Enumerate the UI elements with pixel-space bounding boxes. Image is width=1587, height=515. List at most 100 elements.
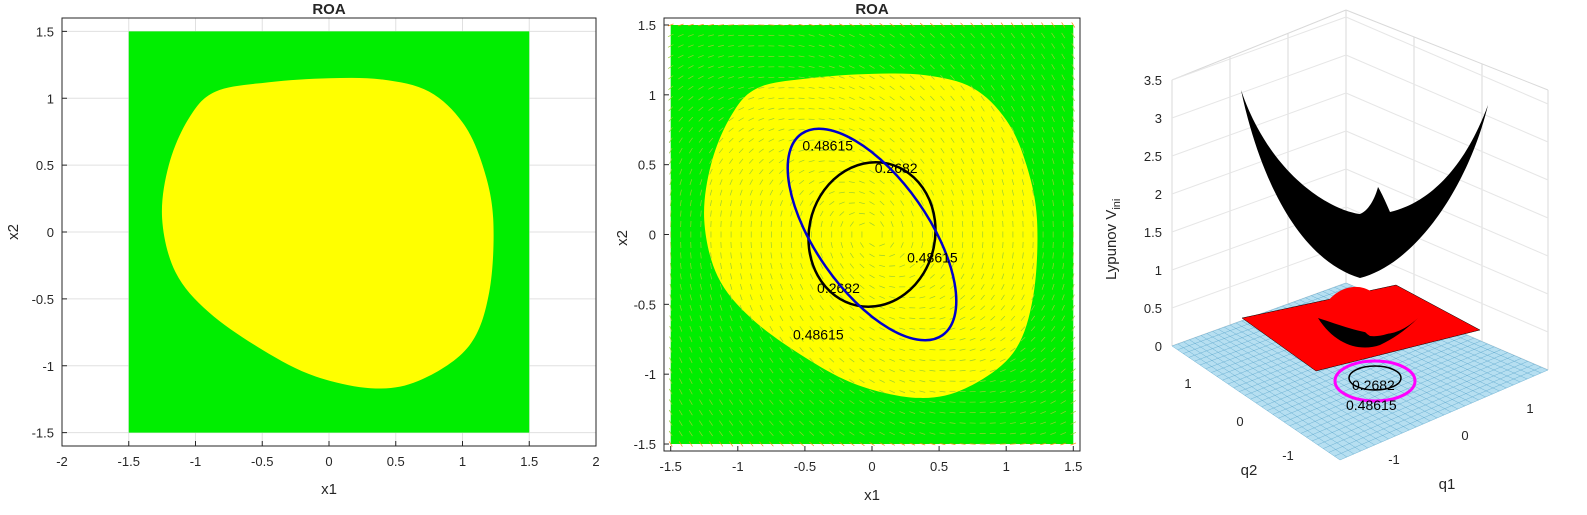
vector-arrow	[949, 432, 956, 435]
vector-arrow	[929, 432, 936, 435]
vector-arrow	[789, 357, 794, 363]
vector-arrow	[799, 378, 804, 384]
vector-arrow	[919, 54, 925, 59]
vector-arrow	[838, 75, 845, 79]
vector-arrow	[941, 210, 944, 217]
vector-arrow	[1060, 347, 1066, 353]
vector-arrow	[1031, 85, 1035, 91]
vector-arrow	[818, 44, 825, 48]
vector-arrow	[1042, 262, 1045, 269]
vector-arrow	[859, 337, 865, 342]
vector-arrow	[869, 379, 875, 384]
x-tick-label: -1.5	[660, 459, 682, 474]
vector-arrow	[1041, 53, 1045, 60]
vector-arrow	[758, 76, 765, 79]
vector-arrow	[750, 262, 753, 269]
vector-arrow	[709, 189, 713, 196]
vector-arrow	[698, 137, 704, 143]
vector-arrow	[1042, 210, 1044, 217]
vector-arrow	[669, 325, 673, 332]
vector-arrow	[859, 410, 865, 415]
vector-arrow	[708, 55, 714, 58]
vector-arrow	[1071, 43, 1076, 49]
vector-arrow	[689, 304, 693, 311]
vector-arrow	[1021, 294, 1025, 301]
vector-arrow	[748, 117, 755, 121]
vector-arrow	[830, 252, 834, 259]
vector-arrow	[1000, 85, 1005, 91]
vector-arrow	[930, 189, 934, 196]
vector-arrow	[758, 97, 765, 100]
y-tick-label: -1.5	[634, 437, 656, 452]
vector-arrow	[719, 304, 723, 311]
vector-arrow	[800, 273, 804, 280]
vector-arrow	[859, 431, 865, 436]
vector-arrow	[778, 128, 785, 131]
vector-arrow	[1011, 126, 1015, 133]
vector-arrow	[839, 441, 845, 447]
vector-arrow	[1010, 32, 1015, 39]
vector-arrow	[749, 399, 754, 405]
vector-arrow	[1019, 443, 1026, 445]
vector-arrow	[719, 168, 723, 175]
vector-arrow	[909, 400, 916, 404]
vector-arrow	[1072, 158, 1075, 165]
vector-arrow	[980, 85, 985, 91]
vector-arrow	[899, 317, 906, 320]
vector-arrow	[991, 158, 995, 165]
vector-arrow	[708, 148, 713, 154]
vector-arrow	[718, 117, 724, 122]
vector-arrow	[919, 75, 925, 80]
vector-arrow	[889, 316, 896, 320]
vector-arrow	[759, 325, 764, 332]
vector-arrow	[869, 431, 875, 436]
vector-arrow	[1030, 326, 1036, 332]
vector-arrow	[859, 358, 865, 363]
vector-arrow	[749, 189, 753, 196]
vector-arrow	[690, 210, 692, 217]
vector-arrow	[810, 221, 813, 228]
vector-arrow	[679, 378, 683, 384]
vector-arrow	[849, 33, 855, 38]
vector-arrow	[839, 431, 845, 436]
vector-arrow	[808, 34, 815, 37]
vector-arrow	[770, 210, 773, 217]
vector-arrow	[839, 358, 845, 363]
vector-arrow	[1031, 95, 1035, 102]
vector-arrow	[1010, 337, 1016, 342]
contour-label: 0.2682	[817, 280, 860, 296]
vector-arrow	[788, 169, 795, 174]
vector-arrow	[760, 252, 763, 259]
vector-arrow	[750, 252, 753, 259]
z-tick-label: 0	[1155, 339, 1162, 354]
vector-arrow	[889, 296, 896, 299]
vector-arrow	[829, 210, 834, 217]
vector-arrow	[1061, 137, 1065, 144]
vector-arrow	[1051, 116, 1055, 123]
vector-arrow	[709, 325, 713, 332]
vector-arrow	[959, 348, 966, 351]
vector-arrow	[688, 137, 693, 143]
y-axis-ticks: -1.5-1-0.500.511.5	[634, 18, 669, 452]
vector-arrow	[899, 85, 905, 91]
vector-arrow	[909, 22, 915, 28]
vector-arrow	[909, 274, 916, 278]
x-tick-label: -0.5	[794, 459, 816, 474]
vector-arrow	[689, 294, 692, 301]
vector-arrow	[1050, 421, 1057, 425]
attraction-region	[161, 77, 494, 389]
vector-arrow	[687, 23, 694, 27]
vector-arrow	[769, 431, 774, 437]
vector-arrow	[1042, 200, 1044, 207]
vector-arrow	[1052, 179, 1055, 186]
vector-arrow	[1021, 116, 1025, 123]
vector-arrow	[1070, 389, 1076, 394]
vector-arrow	[768, 24, 775, 26]
vector-arrow	[678, 127, 683, 133]
vector-arrow	[920, 179, 925, 185]
vector-arrow	[990, 43, 995, 49]
vector-arrow	[839, 336, 845, 342]
vector-arrow	[909, 379, 916, 383]
vector-arrow	[1011, 137, 1015, 144]
vector-arrow	[848, 96, 855, 100]
